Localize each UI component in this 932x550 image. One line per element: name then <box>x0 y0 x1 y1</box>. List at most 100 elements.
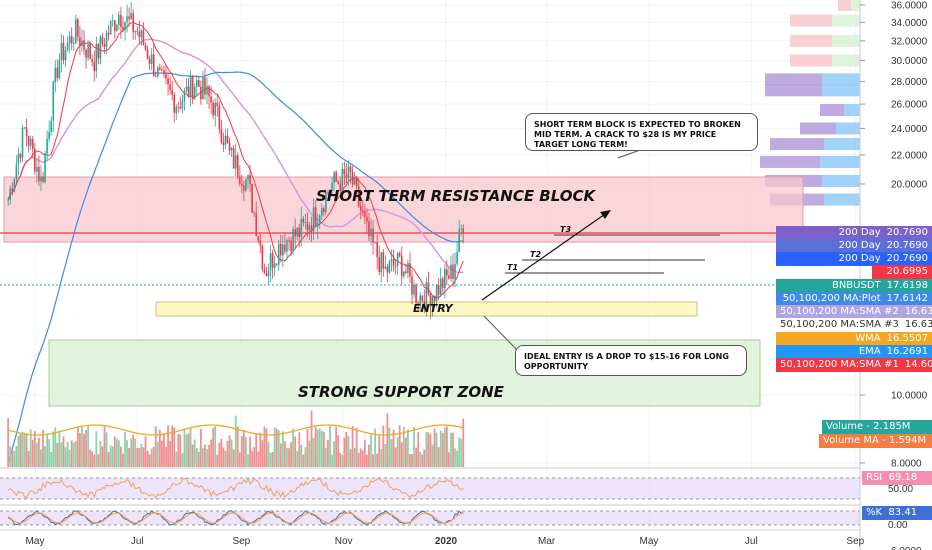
volume-bars <box>7 410 465 467</box>
volume-bar <box>421 454 424 467</box>
note-connector-bottom <box>483 315 518 351</box>
volume-bar <box>158 429 161 467</box>
price-axis-tick: 32.0000 <box>891 36 928 47</box>
candle-body <box>70 36 73 44</box>
candle-body <box>269 253 272 271</box>
target-t1-label: T1 <box>507 263 518 272</box>
volume-bar <box>398 425 401 467</box>
price-axis-tick: 22.0000 <box>891 150 928 161</box>
candle-body <box>421 295 424 301</box>
price-label-tag: 50,100,200 MA:SMA #1 14.6024 <box>776 358 932 372</box>
target-arrow <box>481 210 611 301</box>
volume-bar <box>417 432 420 467</box>
volume-bar <box>443 427 446 467</box>
volume-bar <box>400 442 403 467</box>
volume-bar <box>109 445 112 467</box>
volume-bar <box>74 440 77 467</box>
candle-body <box>446 269 448 276</box>
volume-bar <box>156 441 159 467</box>
volume-bar <box>187 433 190 467</box>
volume-bar <box>181 453 184 467</box>
price-label-tag: 200 Day 20.7690 <box>776 239 932 253</box>
time-axis-tick: Jul <box>131 536 144 547</box>
stoch-d-line <box>7 512 464 524</box>
candle-body <box>95 43 98 72</box>
volume-bar <box>87 425 90 467</box>
time-axis-tick: Jul <box>745 536 758 547</box>
candle-body <box>136 31 139 32</box>
candle-body <box>128 16 130 20</box>
candle-body <box>116 24 118 31</box>
candle-body <box>97 43 100 59</box>
candle-body <box>450 264 452 279</box>
candle-body <box>462 228 465 233</box>
volume-bar <box>384 443 387 467</box>
candle-body <box>300 218 303 237</box>
entry-note: IDEAL ENTRY IS A DROP TO $15-16 FOR LONG… <box>515 345 747 376</box>
candle-body <box>195 80 198 87</box>
candle-body <box>355 177 358 187</box>
resistance-zone <box>3 176 804 243</box>
candle-body <box>230 148 233 151</box>
candle-body <box>81 40 83 46</box>
volume-bar <box>7 417 10 467</box>
candle-body <box>357 186 360 206</box>
volume-bar <box>167 425 169 467</box>
volume-bar <box>345 431 348 467</box>
volume-bar <box>46 433 49 467</box>
price-label-name: 200 Day <box>838 240 881 251</box>
stoch-band <box>0 511 860 525</box>
volume-bar <box>185 434 188 467</box>
price-label-tag: EMA 16.2691 <box>776 345 932 359</box>
volume-bar <box>210 439 213 467</box>
volume-bar <box>441 432 444 467</box>
candle-body <box>362 210 364 213</box>
candle-body <box>364 212 366 218</box>
candle-body <box>390 259 393 262</box>
volume-bar <box>300 444 303 467</box>
volume-bar <box>115 438 118 467</box>
candle-body <box>265 273 268 277</box>
candle-body <box>437 285 440 295</box>
candle-body <box>148 58 151 64</box>
candle-body <box>198 80 200 87</box>
volume-bar <box>286 448 288 467</box>
candle-body <box>36 166 38 172</box>
candle-body <box>99 36 102 59</box>
candle-body <box>275 263 278 265</box>
candle-body <box>292 229 294 252</box>
candle-body <box>263 269 266 274</box>
price-label-tag: 50,100,200 MA:Plot 17.6142 <box>776 292 932 306</box>
volume-bar <box>89 449 92 467</box>
candle-body <box>157 67 159 77</box>
volume-bar <box>269 452 272 467</box>
candle-body <box>405 271 407 273</box>
candle-body <box>159 67 161 70</box>
candle-body <box>89 44 91 59</box>
candle-body <box>109 21 112 35</box>
volume-bar <box>366 454 368 467</box>
volume-bar <box>456 450 459 467</box>
volume-bar <box>294 436 297 467</box>
candle-body <box>165 74 167 79</box>
candle-body <box>243 185 245 191</box>
price-label-value: 20.6995 <box>886 266 928 277</box>
price-axis-tick: 36.0000 <box>891 1 928 12</box>
candle-body <box>75 19 77 44</box>
candle-body <box>220 129 223 143</box>
volume-bar <box>458 437 461 467</box>
volume-bar <box>169 440 172 467</box>
volume-bar <box>228 435 231 467</box>
volume-bar <box>124 431 126 467</box>
candle-body <box>337 181 340 184</box>
candle-body <box>83 40 85 50</box>
volume-bar <box>368 444 370 467</box>
price-label-name: WMA <box>855 333 881 344</box>
volume-bar <box>454 448 456 467</box>
volume-bar <box>218 442 221 467</box>
volume-bar <box>437 447 440 467</box>
volume-bar <box>361 450 364 467</box>
volume-bar <box>62 436 65 467</box>
candle-body <box>314 207 317 227</box>
